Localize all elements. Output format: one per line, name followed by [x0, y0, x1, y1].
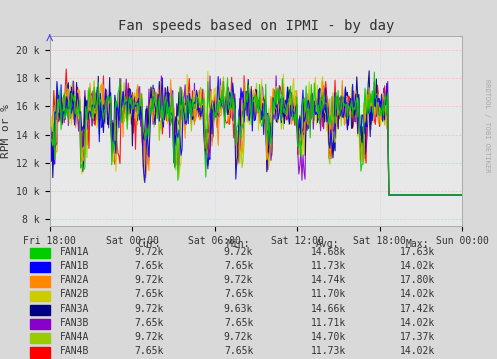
Text: 7.65k: 7.65k [134, 318, 164, 328]
Text: 11.71k: 11.71k [311, 318, 345, 328]
Text: 14.70k: 14.70k [311, 332, 345, 342]
Text: Min:: Min: [227, 239, 250, 249]
Text: 11.73k: 11.73k [311, 261, 345, 271]
Text: 9.72k: 9.72k [134, 332, 164, 342]
Bar [30, 305, 50, 315]
Text: FAN4B: FAN4B [60, 346, 89, 356]
Bar [30, 333, 50, 344]
Text: 11.73k: 11.73k [311, 346, 345, 356]
Text: FAN1B: FAN1B [60, 261, 89, 271]
Text: RRDTOOL / TOBI OETIKER: RRDTOOL / TOBI OETIKER [484, 79, 490, 172]
Text: FAN3B: FAN3B [60, 318, 89, 328]
Text: 7.65k: 7.65k [224, 261, 253, 271]
Text: 7.65k: 7.65k [224, 289, 253, 299]
Text: FAN1A: FAN1A [60, 247, 89, 257]
Text: 14.02k: 14.02k [400, 261, 435, 271]
Text: 7.65k: 7.65k [224, 346, 253, 356]
Y-axis label: RPM or %: RPM or % [1, 104, 11, 158]
Text: 9.63k: 9.63k [224, 304, 253, 314]
Text: Max:: Max: [406, 239, 429, 249]
Text: 7.65k: 7.65k [224, 318, 253, 328]
Text: 11.70k: 11.70k [311, 289, 345, 299]
Text: 9.72k: 9.72k [224, 275, 253, 285]
Text: 9.72k: 9.72k [134, 304, 164, 314]
Text: Cur:: Cur: [137, 239, 161, 249]
Text: FAN4A: FAN4A [60, 332, 89, 342]
Text: 14.74k: 14.74k [311, 275, 345, 285]
Text: 14.02k: 14.02k [400, 289, 435, 299]
Text: 14.66k: 14.66k [311, 304, 345, 314]
Text: FAN3A: FAN3A [60, 304, 89, 314]
Text: 7.65k: 7.65k [134, 261, 164, 271]
Bar [30, 319, 50, 329]
Text: 9.72k: 9.72k [224, 247, 253, 257]
Bar [30, 348, 50, 358]
Text: 9.72k: 9.72k [134, 247, 164, 257]
Text: 17.80k: 17.80k [400, 275, 435, 285]
Title: Fan speeds based on IPMI - by day: Fan speeds based on IPMI - by day [118, 19, 394, 33]
Text: 9.72k: 9.72k [134, 275, 164, 285]
Bar [30, 290, 50, 301]
Text: 9.72k: 9.72k [224, 332, 253, 342]
Text: 7.65k: 7.65k [134, 289, 164, 299]
Bar [30, 248, 50, 258]
Bar [30, 276, 50, 286]
Bar [30, 262, 50, 272]
Text: 17.37k: 17.37k [400, 332, 435, 342]
Text: FAN2A: FAN2A [60, 275, 89, 285]
Text: 17.63k: 17.63k [400, 247, 435, 257]
Text: FAN2B: FAN2B [60, 289, 89, 299]
Text: 14.02k: 14.02k [400, 346, 435, 356]
Text: 14.02k: 14.02k [400, 318, 435, 328]
Text: Avg:: Avg: [316, 239, 340, 249]
Text: 14.68k: 14.68k [311, 247, 345, 257]
Text: 17.42k: 17.42k [400, 304, 435, 314]
Text: 7.65k: 7.65k [134, 346, 164, 356]
